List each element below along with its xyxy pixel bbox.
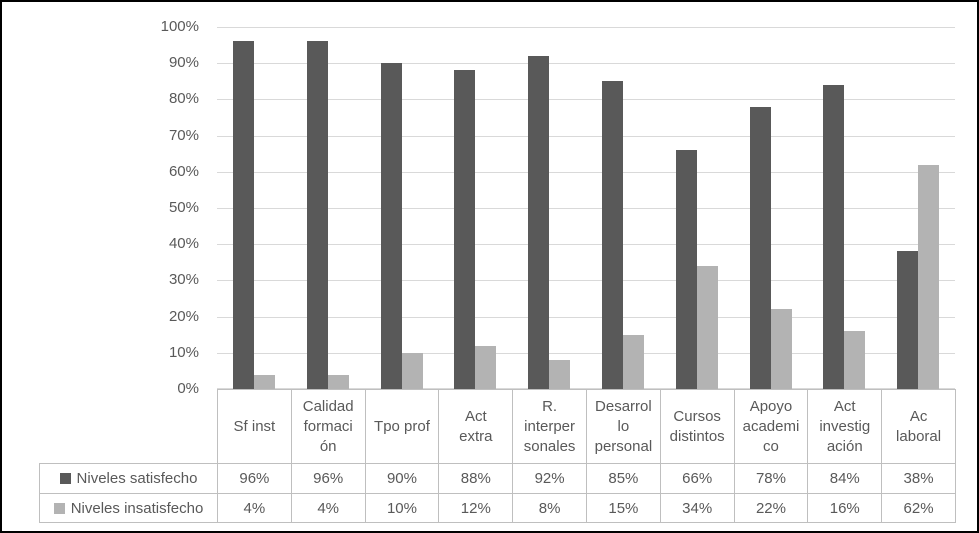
value-cell: 84% <box>807 463 883 494</box>
bar-insatisfecho <box>328 375 349 389</box>
bar-insatisfecho <box>549 360 570 389</box>
value-cell: 78% <box>733 463 809 494</box>
table-series-row: Niveles insatisfecho 4% 4% 10% 12% 8% 15% 34% 22… <box>39 493 956 523</box>
category-header: Desarrol lo personal <box>585 389 661 464</box>
value-cell: 62% <box>881 493 956 523</box>
legend-marker-icon <box>53 502 65 514</box>
data-table: Sf inst Calidad formaci ón Tpo prof Act extra R… <box>39 389 956 523</box>
y-axis-tick-label: 70% <box>168 127 199 144</box>
bar-insatisfecho <box>475 346 496 389</box>
value-cell: 90% <box>364 463 440 494</box>
bar-insatisfecho <box>844 331 865 389</box>
y-axis-tick-label: 80% <box>168 90 199 107</box>
y-axis-tick-label: 30% <box>168 271 199 288</box>
category-header: Act extra <box>438 389 514 464</box>
bar-satisfecho <box>454 70 475 389</box>
category-header: Tpo prof <box>364 389 440 464</box>
bar-insatisfecho <box>771 309 792 389</box>
gridline <box>217 136 955 137</box>
y-axis-tick-label: 40% <box>168 235 199 252</box>
value-cell: 15% <box>585 493 661 523</box>
bar-satisfecho <box>381 63 402 389</box>
plot-area <box>217 27 955 389</box>
category-header: Act investig ación <box>807 389 883 464</box>
value-cell: 10% <box>364 493 440 523</box>
category-header: Calidad formaci ón <box>290 389 366 464</box>
legend-cell: Niveles satisfecho <box>39 463 218 494</box>
gridline <box>217 63 955 64</box>
y-axis-tick-label: 10% <box>168 344 199 361</box>
legend-series-name: Niveles insatisfecho <box>70 499 204 517</box>
bar-satisfecho <box>602 81 623 389</box>
category-header: Cursos distintos <box>659 389 735 464</box>
bar-insatisfecho <box>254 375 275 389</box>
y-axis-tick-label: 60% <box>168 163 199 180</box>
value-cell: 8% <box>512 493 587 523</box>
gridline <box>217 280 955 281</box>
table-series-row: Niveles satisfecho 96% 96% 90% 88% 92% 85% 66% 7… <box>39 463 956 494</box>
table-header-row: Sf inst Calidad formaci ón Tpo prof Act extra R… <box>40 389 956 464</box>
value-cell: 38% <box>881 463 956 494</box>
legend-cell: Niveles insatisfecho <box>39 493 218 523</box>
value-cell: 34% <box>659 493 735 523</box>
value-cell: 66% <box>659 463 735 494</box>
value-cell: 96% <box>290 463 366 494</box>
category-header: R. interper sonales <box>512 389 587 464</box>
category-header: Ac laboral <box>881 389 956 464</box>
bar-satisfecho <box>676 150 697 389</box>
y-axis-tick-label: 90% <box>168 54 199 71</box>
y-axis-tick-label: 20% <box>168 308 199 325</box>
y-axis-tick-label: 0% <box>177 380 199 397</box>
gridline <box>217 388 955 389</box>
value-cell: 4% <box>290 493 366 523</box>
gridline <box>217 99 955 100</box>
category-header: Apoyo academi co <box>733 389 809 464</box>
value-cell: 85% <box>585 463 661 494</box>
bar-insatisfecho <box>918 165 939 389</box>
legend-spacer-cell <box>40 390 218 464</box>
legend-marker-icon <box>59 473 71 484</box>
bar-insatisfecho <box>402 353 423 389</box>
gridline <box>217 172 955 173</box>
bar-insatisfecho <box>697 266 718 389</box>
gridline <box>217 353 955 354</box>
bar-satisfecho <box>233 41 254 389</box>
gridline <box>217 244 955 245</box>
gridline <box>217 208 955 209</box>
value-cell: 12% <box>438 493 514 523</box>
category-header: Sf inst <box>217 389 292 464</box>
gridline <box>217 27 955 28</box>
y-axis-tick-label: 50% <box>168 199 199 216</box>
bar-satisfecho <box>823 85 844 389</box>
gridline <box>217 317 955 318</box>
bar-satisfecho <box>307 41 328 389</box>
value-cell: 88% <box>438 463 514 494</box>
bar-satisfecho <box>528 56 549 389</box>
bar-satisfecho <box>750 107 771 389</box>
y-axis-tick-label: 100% <box>160 18 199 35</box>
bar-insatisfecho <box>623 335 644 389</box>
legend-series-name: Niveles satisfecho <box>76 470 198 487</box>
value-cell: 16% <box>807 493 883 523</box>
bar-satisfecho <box>897 251 918 389</box>
value-cell: 4% <box>217 493 292 523</box>
value-cell: 96% <box>217 463 292 494</box>
value-cell: 92% <box>512 463 587 494</box>
value-cell: 22% <box>733 493 809 523</box>
